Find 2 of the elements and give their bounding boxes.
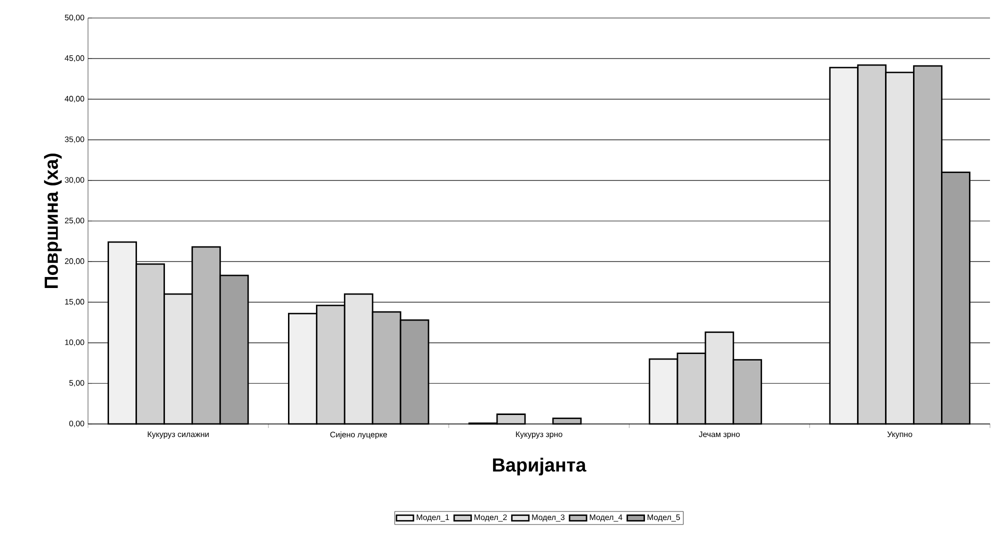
x-axis-title: Варијанта: [493, 458, 586, 476]
y-axis-title: Површина (ха): [44, 154, 62, 288]
